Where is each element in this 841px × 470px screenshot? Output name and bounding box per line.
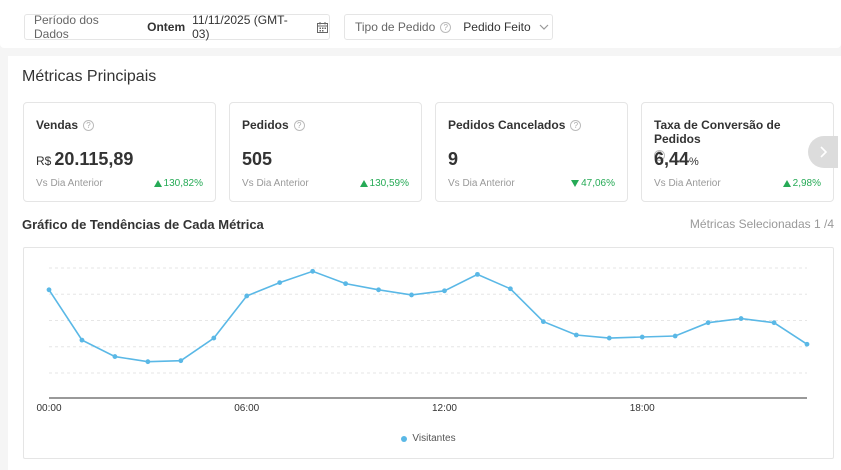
data-point[interactable] [573, 332, 579, 338]
data-point[interactable] [771, 320, 777, 326]
metric-value: 20.115,89 [54, 149, 134, 169]
metric-label: Pedidos [242, 118, 289, 132]
currency-symbol: R$ [36, 154, 52, 168]
help-icon[interactable]: ? [440, 21, 452, 33]
data-point[interactable] [606, 335, 612, 341]
series-line-visitantes [48, 270, 808, 363]
metric-label: Vendas [36, 118, 79, 132]
metric-value: 505 [242, 149, 273, 169]
filter-bar: Período dos Dados Ontem 11/11/2025 (GMT-… [0, 0, 841, 48]
data-point[interactable] [639, 334, 645, 340]
metric-label: Pedidos Cancelados [448, 118, 566, 132]
x-tick-label: 18:00 [629, 403, 655, 414]
trend-up-icon [782, 180, 791, 187]
comparison-label: Vs Dia Anterior [448, 178, 515, 189]
data-point[interactable] [475, 271, 480, 277]
trend-up-icon [153, 180, 162, 187]
trend-chart: 00:00 06:00 12:00 18:00 Visitantes [23, 247, 834, 459]
chevron-right-icon [819, 146, 827, 158]
data-point[interactable] [145, 359, 151, 365]
data-point[interactable] [244, 293, 250, 299]
data-point[interactable] [442, 288, 447, 294]
trend-chart-title: Gráfico de Tendências de Cada Métrica [22, 217, 264, 232]
metric-change: 130,82% [163, 178, 203, 189]
chart-legend[interactable]: Visitantes [24, 433, 833, 444]
comparison-label: Vs Dia Anterior [242, 178, 309, 189]
data-point[interactable] [178, 358, 184, 364]
calendar-icon [316, 21, 329, 34]
data-point[interactable] [277, 280, 283, 285]
metric-change: 2,98% [792, 178, 821, 189]
metric-change: 130,59% [369, 178, 409, 189]
metric-card-conversion-rate[interactable]: Taxa de Conversão de Pedidos? 6,44% Vs D… [641, 102, 834, 202]
x-tick-label: 00:00 [36, 403, 62, 414]
x-tick-label: 06:00 [234, 403, 260, 414]
trend-up-icon [359, 180, 368, 187]
date-period-selector[interactable]: Período dos Dados Ontem 11/11/2025 (GMT-… [24, 13, 330, 41]
data-point[interactable] [409, 292, 414, 298]
comparison-label: Vs Dia Anterior [654, 178, 721, 189]
period-value: Ontem [147, 20, 186, 34]
metric-change: 47,06% [581, 178, 615, 189]
help-icon[interactable]: ? [293, 119, 305, 131]
data-point[interactable] [705, 320, 711, 326]
metric-card-sales[interactable]: Vendas? R$ 20.115,89 Vs Dia Anterior 130,… [23, 102, 216, 202]
carousel-next-button[interactable] [808, 136, 838, 168]
line-chart [46, 267, 810, 399]
trend-down-icon [571, 180, 580, 187]
data-point[interactable] [804, 341, 810, 347]
data-point[interactable] [376, 287, 381, 293]
legend-marker [401, 435, 408, 442]
data-point[interactable] [211, 335, 217, 341]
x-tick-label: 12:00 [431, 403, 457, 414]
metric-card-orders[interactable]: Pedidos? 505 Vs Dia Anterior 130,59% [229, 102, 422, 202]
chevron-down-icon [539, 24, 549, 30]
legend-label: Visitantes [412, 433, 456, 444]
data-point[interactable] [672, 333, 678, 339]
order-type-selector[interactable]: Tipo de Pedido ? Pedido Feito [344, 14, 553, 40]
data-point[interactable] [738, 316, 744, 321]
order-type-label: Tipo de Pedido [355, 20, 436, 34]
metric-card-cancelled-orders[interactable]: Pedidos Cancelados? 9 Vs Dia Anterior 47… [435, 102, 628, 202]
data-point[interactable] [79, 337, 85, 343]
selected-metrics-count[interactable]: Métricas Selecionadas 1 /4 [689, 217, 834, 231]
data-point[interactable] [46, 287, 52, 293]
metric-unit: % [689, 156, 699, 168]
help-icon[interactable]: ? [570, 119, 582, 131]
metric-value: 9 [448, 149, 459, 169]
metric-value: 6,44 [654, 149, 690, 169]
period-date: 11/11/2025 (GMT-03) [192, 13, 288, 41]
order-type-value: Pedido Feito [463, 20, 531, 34]
page-title: Métricas Principais [22, 68, 157, 85]
metric-label: Taxa de Conversão de Pedidos [654, 118, 781, 146]
comparison-label: Vs Dia Anterior [36, 178, 103, 189]
help-icon[interactable]: ? [83, 119, 95, 131]
period-label: Período dos Dados [34, 13, 99, 41]
help-icon[interactable]: ? [654, 149, 665, 161]
data-point[interactable] [507, 286, 513, 292]
data-point[interactable] [112, 354, 118, 359]
data-point[interactable] [343, 281, 349, 287]
data-point[interactable] [540, 319, 546, 325]
data-point[interactable] [310, 268, 316, 274]
